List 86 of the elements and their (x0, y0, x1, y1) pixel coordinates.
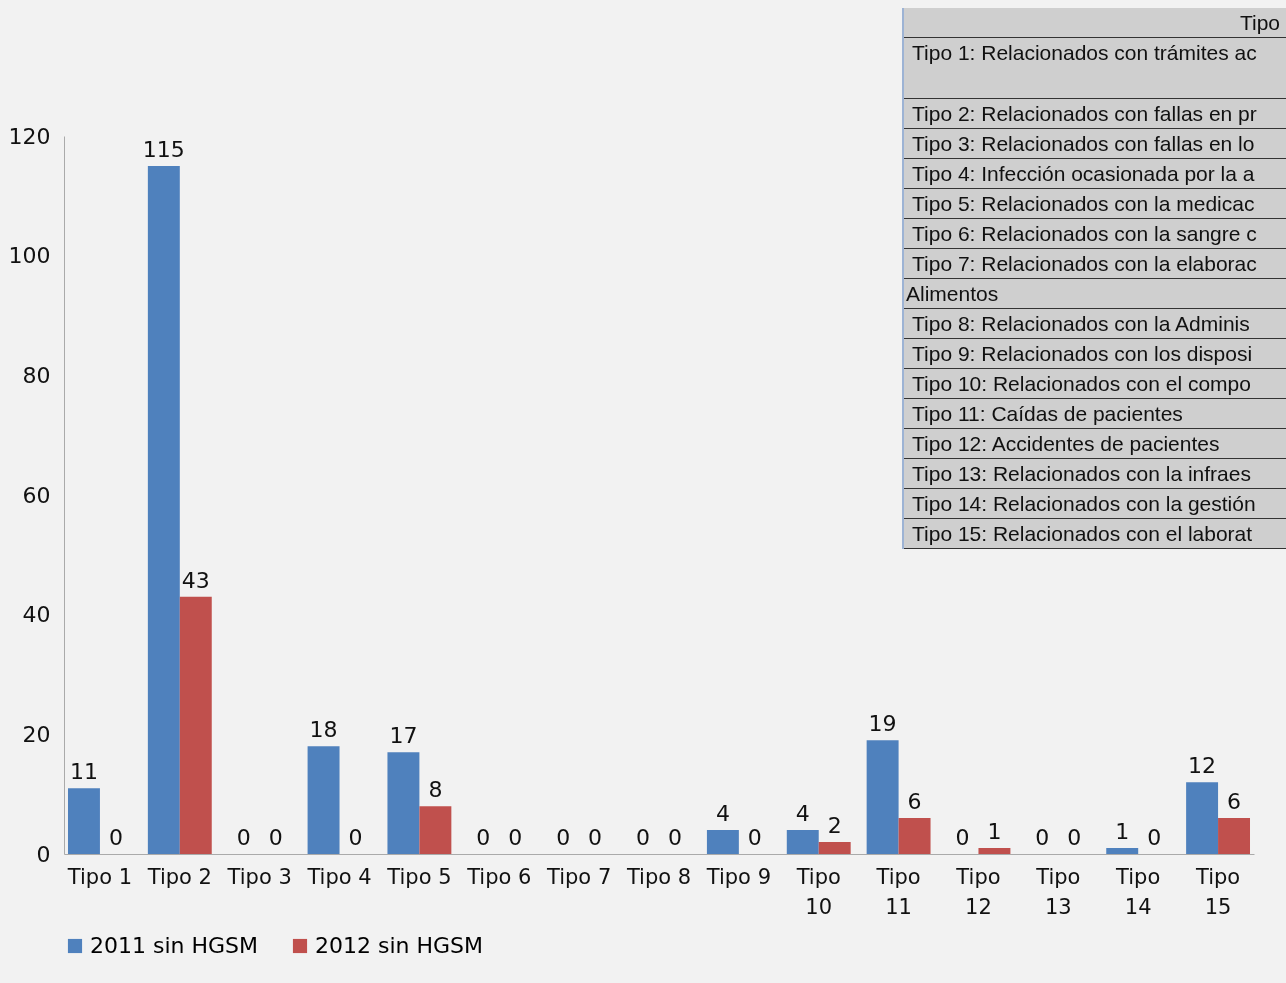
data-label: 0 (667, 825, 682, 850)
y-tick-label: 100 (8, 243, 51, 269)
bar (179, 596, 212, 854)
data-label: 0 (268, 825, 283, 850)
data-label: 0 (108, 825, 123, 850)
bar (978, 848, 1011, 854)
bar (818, 842, 851, 854)
data-label: 0 (556, 825, 571, 850)
y-tick-label: 20 (22, 721, 51, 747)
data-label: 6 (1227, 789, 1242, 815)
text: Tipo (904, 8, 1286, 38)
data-label: 12 (1188, 753, 1217, 779)
annotation: Tipo 12: Accidentes de pacientes (904, 429, 1286, 459)
x-tick-label: Tipo 10 (795, 864, 841, 919)
data-label: 0 (955, 825, 970, 850)
data-label: 6 (907, 789, 922, 815)
x-tick-label: Tipo 14 (1115, 864, 1161, 919)
bar (147, 165, 180, 854)
y-tick-label: 40 (22, 602, 51, 628)
data-label: 2 (827, 813, 842, 839)
annotation: Tipo 3: Relacionados con fallas en lo (904, 129, 1286, 159)
y-tick-label: 80 (22, 362, 51, 388)
data-label: 0 (236, 825, 251, 850)
x-tick-label: Tipo 12 (955, 864, 1001, 919)
data-label: 0 (508, 825, 523, 850)
bar (786, 830, 819, 854)
text: Tipo 1: Relacionados con trámites ac (904, 38, 1286, 99)
data-label: 1 (1115, 819, 1130, 845)
data-label: 11 (69, 759, 98, 785)
x-tick-label: Tipo 7 (546, 864, 612, 889)
x-tick-label: Tipo 3 (226, 864, 292, 889)
x-tick-label: Tipo 4 (306, 864, 372, 889)
bar (67, 788, 100, 854)
text: Tipo 2: Relacionados con fallas en pr (904, 99, 1286, 129)
data-label: 0 (476, 825, 491, 850)
data-label: 0 (1035, 825, 1050, 850)
data-label: 4 (715, 801, 730, 827)
y-tick-label: 0 (36, 841, 51, 867)
data-label: 0 (1067, 825, 1082, 850)
annotation: Tipo 4: Infección ocasionada por la a (904, 159, 1286, 189)
annotation: Tipo 11: Caídas de pacientes (904, 399, 1286, 429)
data-label: 115 (142, 136, 185, 162)
annotation: Tipo 8: Relacionados con la Adminis (904, 309, 1286, 339)
annotation: Tipo 10: Relacionados con el compo (904, 369, 1286, 399)
data-label: 0 (747, 825, 762, 850)
annotation: Tipo 5: Relacionados con la medicac (904, 189, 1286, 219)
data-label: 1 (987, 819, 1002, 845)
bar (866, 740, 899, 854)
x-tick-label: Tipo 6 (466, 864, 532, 889)
annotation: Alimentos (904, 279, 1286, 309)
x-tick-label: Tipo 2 (146, 864, 212, 889)
y-tick-label: 120 (8, 123, 51, 149)
data-label: 19 (868, 711, 897, 737)
data-label: 18 (309, 717, 338, 743)
bar (1218, 818, 1251, 854)
bar (1186, 782, 1219, 854)
data-label: 17 (389, 723, 418, 749)
bar (706, 830, 739, 854)
annotation: Tipo 14: Relacionados con la gestión (904, 489, 1286, 519)
x-tick-label: Tipo 1 (66, 864, 133, 889)
annotation: Tipo 6: Relacionados con la sangre c (904, 219, 1286, 249)
legend-label: 2012 sin HGSM (315, 933, 484, 958)
legend-label: 2011 sin HGSM (90, 933, 259, 958)
bar (307, 746, 340, 854)
data-label: 0 (636, 825, 651, 850)
x-tick-label: Tipo 8 (625, 864, 692, 889)
data-label: 0 (588, 825, 603, 850)
annotation: Tipo 13: Relacionados con la infraes (904, 459, 1286, 489)
bar (1106, 848, 1139, 854)
x-tick-label: Tipo 5 (386, 864, 452, 889)
data-label: 4 (795, 801, 810, 827)
bar (898, 818, 931, 854)
data-label: 0 (1147, 825, 1162, 850)
x-tick-label: Tipo 9 (705, 864, 771, 889)
y-tick-label: 60 (22, 482, 51, 508)
data-label: 8 (428, 777, 443, 803)
data-label: 0 (348, 825, 363, 850)
annotation: Tipo 7: Relacionados con la elaborac (904, 249, 1286, 279)
bar (419, 806, 452, 854)
bar (387, 752, 420, 854)
annotation: Tipo 9: Relacionados con los disposi (904, 339, 1286, 369)
annotation: Tipo 15: Relacionados con el laborat (904, 519, 1286, 549)
x-tick-label: Tipo 13 (1035, 864, 1081, 919)
data-label: 43 (181, 567, 210, 593)
x-tick-label: Tipo 11 (875, 864, 921, 919)
x-tick-label: Tipo 15 (1194, 864, 1241, 919)
